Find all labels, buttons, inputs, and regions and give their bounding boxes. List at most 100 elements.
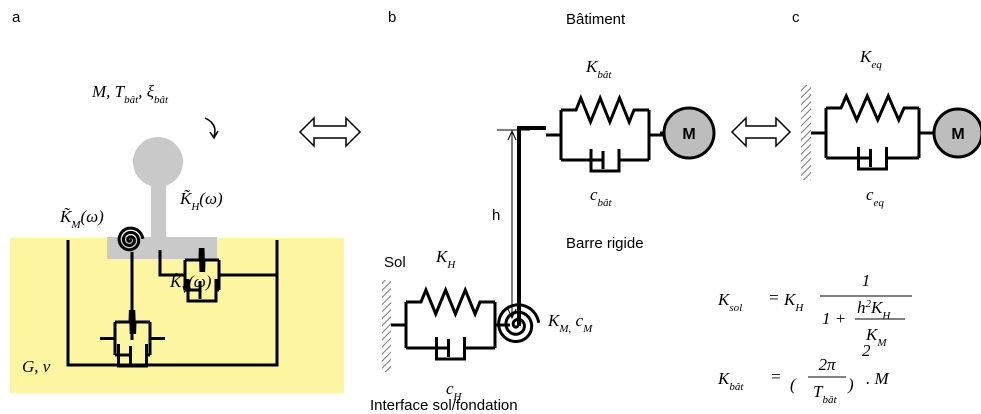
formula-paren: ( — [790, 375, 797, 394]
formula-eq: = — [770, 367, 781, 386]
formula-lhs-part: bât — [729, 381, 744, 393]
sol-label: Sol — [384, 254, 406, 271]
damping-label-part: c — [446, 379, 454, 398]
formula-lhs-part: K — [717, 369, 731, 388]
spring — [826, 92, 919, 124]
rotation-label-part: K — [547, 311, 561, 330]
formula-inner-numerator-part: H — [881, 310, 891, 322]
rotation-label-part: M, — [558, 323, 571, 335]
spiral — [117, 226, 145, 252]
dashpot — [406, 337, 495, 361]
formula-numerator: 1 — [862, 271, 871, 290]
stiffness-label: KH — [435, 247, 456, 271]
dashpot — [115, 344, 150, 368]
stiffness-label-part: K — [585, 57, 599, 76]
formula-inner-denominator-part: M — [876, 337, 887, 349]
bar-label: Barre rigide — [566, 235, 644, 252]
spring — [185, 247, 219, 273]
damping-label-part: c — [590, 185, 598, 204]
formula-inner-numerator-part: h — [857, 298, 866, 317]
rotation-label-part: M — [582, 323, 593, 335]
damping-label: cH — [446, 379, 463, 403]
mass-label: M — [682, 126, 695, 143]
damping-label-part: bât — [598, 197, 613, 209]
rotation-arrow — [204, 117, 216, 137]
dashpot — [185, 279, 219, 303]
formula-lhs-part: K — [717, 290, 731, 309]
formula-inner-numerator-part: 2 — [866, 298, 872, 310]
frame — [170, 260, 234, 290]
stiffness-label: Kbât — [585, 57, 612, 81]
formula-inner-denominator-part: K — [865, 325, 879, 344]
wall — [801, 85, 811, 180]
damping-label-part: H — [453, 391, 463, 403]
soil-area — [10, 238, 344, 393]
formula-denominator: 1 + — [822, 309, 846, 328]
rotation-label: KM, cM — [547, 311, 593, 335]
frame — [100, 322, 165, 355]
formula-exponent: 2 — [862, 341, 871, 360]
formula-denominator-part: bât — [822, 394, 837, 406]
damping-label-part: c — [866, 185, 874, 204]
frame — [546, 110, 664, 160]
soil-label: G, ν — [22, 357, 51, 376]
formula-lhs: Ksol — [717, 290, 742, 314]
stiffness-label-part: K̃ — [59, 207, 73, 226]
panel-letter: a — [12, 9, 21, 26]
formula-denominator-part: T — [813, 382, 824, 401]
mass-label: M, Tbât, ξbât — [91, 82, 169, 106]
stiffness-label: K̃H(ω) — [179, 189, 223, 213]
formula-numerator: 2π — [818, 355, 836, 374]
formula-denominator: Tbât — [813, 382, 837, 406]
mass-label-part: M, T — [91, 82, 126, 101]
frame — [811, 108, 934, 158]
formula-factor-part: H — [794, 302, 804, 314]
stiffness-label-part: H — [446, 259, 456, 271]
panel-letter: c — [792, 9, 800, 26]
wall — [382, 280, 391, 372]
damping-label: cbât — [590, 185, 613, 209]
arrow-head — [209, 130, 219, 140]
stiffness-label-part: K — [859, 47, 873, 66]
dashpot — [561, 149, 649, 173]
formula-paren: ) — [847, 375, 854, 394]
formula-tail: . M — [866, 369, 890, 388]
formula-lhs: Kbât — [717, 369, 744, 393]
formula-inner-denominator: KM — [865, 325, 887, 349]
stiffness-label-part: (ω) — [81, 207, 105, 226]
stiffness-label-part: K — [435, 247, 449, 266]
formula-inner-numerator-part: K — [870, 298, 884, 317]
mass-label-part: bât — [154, 94, 169, 106]
height-label: h — [492, 207, 500, 224]
stiffness-label-part: M — [70, 219, 81, 231]
stiffness-label-part: (ω) — [199, 189, 223, 208]
stiffness-label-part: bât — [597, 69, 612, 81]
dashpot — [826, 147, 919, 171]
mass-label-part: bât — [124, 94, 139, 106]
stiffness-label: K̃V(ω) — [169, 272, 212, 296]
damping-label: ceq — [866, 185, 884, 209]
formula-lhs-part: sol — [729, 302, 742, 314]
link — [158, 250, 170, 277]
stiffness-label-part: K̃ — [169, 272, 183, 291]
column — [151, 185, 166, 245]
mass-label: M — [951, 126, 964, 143]
building-title: Bâtiment — [566, 11, 626, 28]
mass-blob — [133, 137, 183, 187]
rotation-label-part: c — [571, 311, 583, 330]
formula-factor: KH — [783, 290, 804, 314]
damping-label-part: eq — [874, 197, 885, 209]
stiffness-label-part: V — [181, 284, 189, 296]
foundation — [66, 240, 279, 367]
equivalence-arrow — [298, 116, 362, 148]
panel-letter: b — [388, 9, 396, 26]
interface-label: Interface sol/fondation — [370, 397, 518, 414]
formula-inner-numerator: h2KH — [857, 298, 891, 322]
stiffness-label-part: eq — [871, 59, 882, 71]
mass-label-part: , ξ — [138, 82, 155, 101]
soil-label-part: G, ν — [22, 357, 51, 376]
stiffness-label-part: K̃ — [179, 189, 193, 208]
spiral — [497, 303, 541, 344]
frame — [391, 302, 510, 348]
